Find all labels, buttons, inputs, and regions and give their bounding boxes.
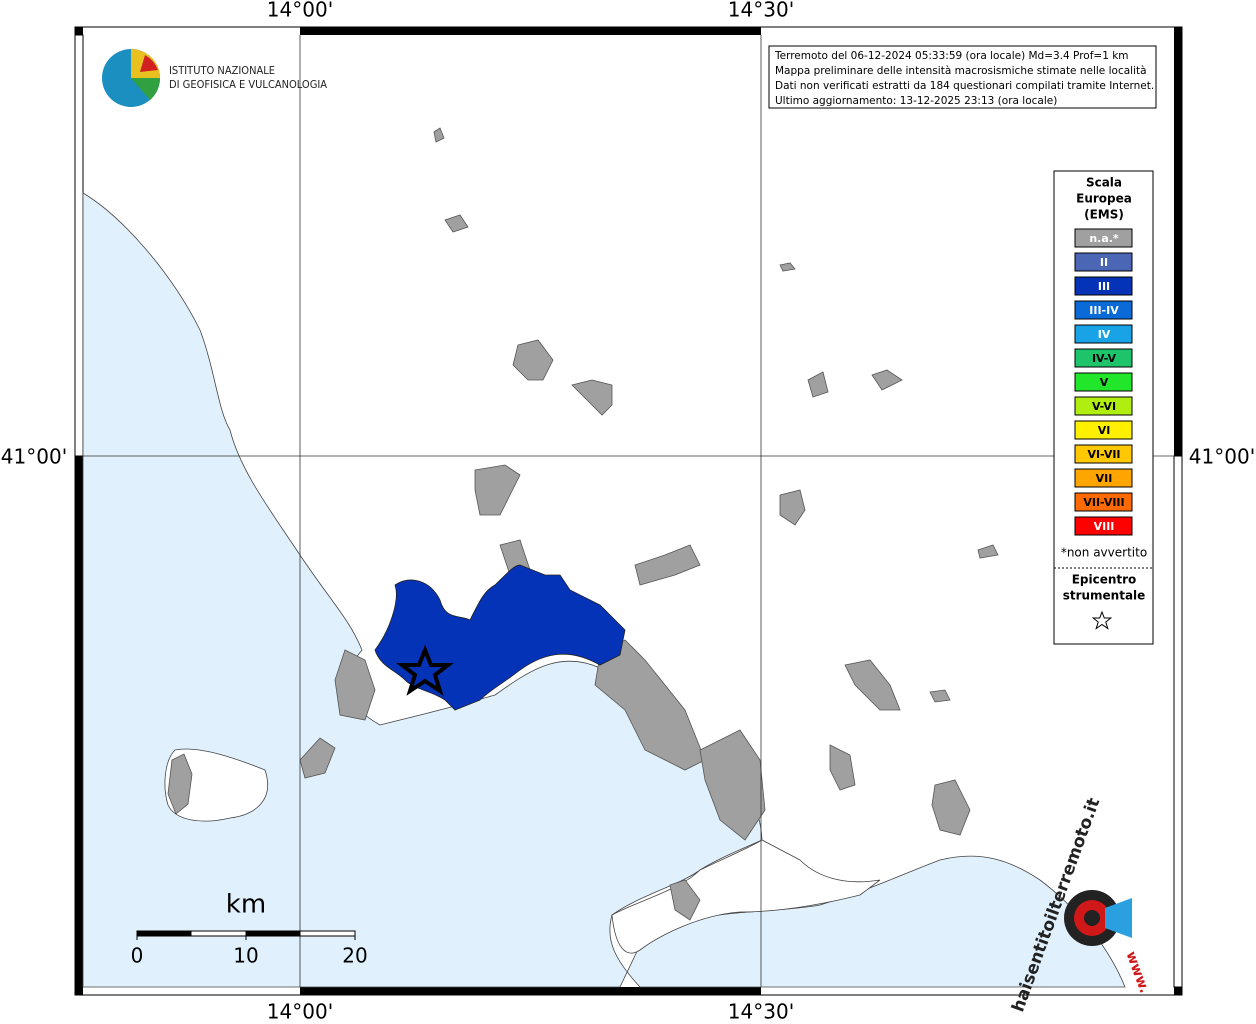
locality	[634, 544, 701, 586]
legend-epicenter: strumentale	[1063, 589, 1146, 603]
legend-label: III-IV	[1089, 304, 1119, 317]
locality	[779, 489, 806, 526]
frame-bar	[74, 34, 84, 457]
legend-swatch	[1074, 420, 1133, 440]
locality	[669, 879, 701, 921]
legend-epicenter: Epicentro	[1072, 573, 1137, 587]
legend-label: IV-V	[1092, 352, 1117, 365]
logo-text: DI GEOFISICA E VULCANOLOGIA	[169, 78, 327, 91]
epicenter-star	[396, 644, 454, 696]
locality	[433, 127, 445, 143]
scale-unit: km	[226, 890, 266, 920]
locality	[844, 659, 901, 711]
lon-label: 14°30'	[728, 0, 794, 22]
scale-label: 10	[233, 944, 258, 968]
info-line: Mappa preliminare delle intensità macros…	[775, 65, 1147, 77]
info-line: Terremoto del 06-12-2024 05:33:59 (ora l…	[774, 50, 1129, 62]
frame-bar	[300, 27, 761, 35]
legend-swatch	[1074, 300, 1133, 320]
legend-swatch	[1074, 324, 1133, 344]
legend-label: V-VI	[1092, 400, 1116, 413]
locality	[512, 339, 554, 381]
legend-swatch	[1074, 468, 1133, 488]
legend-label: VI	[1098, 424, 1111, 437]
legend-swatch	[1074, 396, 1133, 416]
locality	[871, 369, 903, 391]
legend-label: VIII	[1094, 520, 1115, 533]
logo-globe	[131, 78, 161, 100]
legend-swatch	[1074, 372, 1133, 392]
localities	[167, 127, 999, 921]
locality	[299, 737, 336, 779]
legend-swatch	[1074, 276, 1133, 296]
lon-label: 14°30'	[728, 1000, 794, 1024]
legend-star	[1091, 610, 1113, 630]
locality	[779, 262, 796, 272]
locality	[929, 689, 951, 703]
legend-label: V	[1100, 376, 1109, 389]
logo-globe	[140, 55, 158, 72]
scale-segment	[246, 931, 301, 936]
locality	[167, 753, 193, 815]
legend-label: VII-VIII	[1083, 496, 1124, 509]
locality	[931, 779, 971, 836]
locality	[829, 744, 856, 791]
locality	[474, 464, 521, 516]
legend-label: IV	[1098, 328, 1111, 341]
locality	[334, 649, 376, 721]
legend-swatch	[1074, 444, 1133, 464]
legend-swatch	[1074, 348, 1133, 368]
locality	[699, 729, 766, 841]
frame-bar	[300, 987, 761, 995]
legend-label: VI-VII	[1087, 448, 1120, 461]
locality	[977, 544, 999, 559]
frame-bar	[75, 27, 83, 995]
scale-label: 20	[342, 944, 367, 968]
logo-text: ISTITUTO NAZIONALE	[169, 64, 275, 77]
legend-swatch	[1074, 252, 1133, 272]
lat-label: 41°00'	[1, 445, 67, 469]
legend-items: n.a.*IIIIIIII-IVIVIV-VVV-VIVIVI-VIIVIIVI…	[1074, 228, 1133, 536]
scale-segment	[137, 931, 192, 936]
watermark-logo	[1105, 898, 1132, 938]
info-box	[768, 45, 1157, 109]
lat-label: 41°00'	[1189, 445, 1255, 469]
frame-bar	[1173, 455, 1183, 988]
peninsula	[611, 839, 881, 954]
legend-title: Scala	[1086, 176, 1122, 190]
island	[164, 748, 268, 822]
legend-swatch	[1074, 228, 1133, 248]
legend-label: n.a.*	[1089, 232, 1119, 245]
legend-label: III	[1098, 280, 1110, 293]
lon-label: 14°00'	[267, 0, 333, 22]
legend-title: (EMS)	[1084, 208, 1124, 222]
legend-note: *non avvertito	[1061, 546, 1147, 560]
info-line: Ultimo aggiornamento: 13-12-2025 23:13 (…	[775, 95, 1057, 107]
locality	[594, 639, 706, 771]
locality	[571, 379, 613, 416]
watermark-logo	[1084, 910, 1100, 926]
scale-label: 0	[131, 944, 144, 968]
legend-title: Europea	[1076, 192, 1132, 206]
legend-label: VII	[1096, 472, 1113, 485]
info-line: Dati non verificati estratti da 184 ques…	[775, 80, 1154, 92]
scale-bar: km 0 10 20	[131, 890, 368, 968]
legend-swatch	[1074, 516, 1133, 536]
locality	[444, 214, 469, 233]
locality	[807, 371, 829, 398]
lon-label: 14°00'	[267, 1000, 333, 1024]
legend-swatch	[1074, 492, 1133, 512]
legend-label: II	[1100, 256, 1108, 269]
